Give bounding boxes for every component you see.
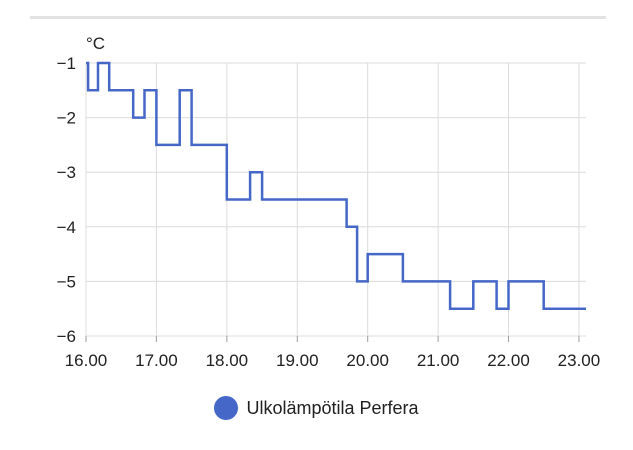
- series-line: [86, 61, 586, 310]
- y-tick-label: −5: [57, 272, 76, 291]
- legend-label: Ulkolämpötila Perfera: [246, 397, 419, 418]
- x-tick-label: 22.00: [487, 351, 530, 370]
- axes: −1 −2 −3 −4 −5 −6 16.00 17.00 18.00 19.00 20.00 21.…: [57, 34, 601, 370]
- legend[interactable]: Ulkolämpötila Perfera: [0, 396, 633, 420]
- x-tick-label: 19.00: [276, 351, 319, 370]
- y-tick-label: −6: [57, 327, 76, 346]
- legend-swatch: [214, 396, 239, 420]
- x-tick-label: 20.00: [346, 351, 389, 370]
- x-tick-label: 17.00: [135, 351, 178, 370]
- y-tick-label: −4: [57, 218, 76, 237]
- x-tick-label: 18.00: [206, 351, 249, 370]
- x-tick-label: 21.00: [417, 351, 460, 370]
- x-tick-label: 16.00: [65, 351, 108, 370]
- grid: [85, 62, 586, 337]
- y-unit-label: °C: [86, 34, 105, 53]
- x-tick-label: 23.00: [558, 351, 601, 370]
- temperature-chart: −1 −2 −3 −4 −5 −6 16.00 17.00 18.00 19.00 20.00 21.…: [57, 34, 601, 370]
- series-layer: [86, 61, 586, 310]
- top-divider: [30, 16, 606, 19]
- y-tick-label: −2: [57, 109, 76, 128]
- y-tick-label: −1: [57, 54, 76, 73]
- y-tick-label: −3: [57, 163, 76, 182]
